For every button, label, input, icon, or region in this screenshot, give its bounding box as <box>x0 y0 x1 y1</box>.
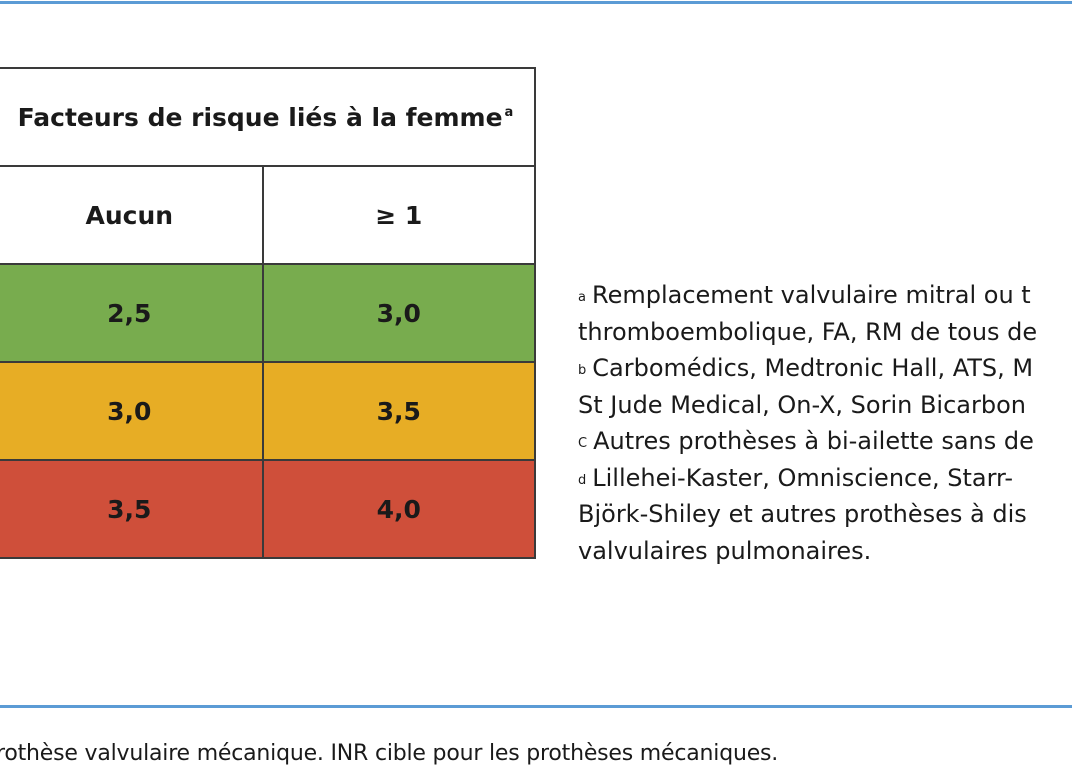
cell-orange-none: 3,0 <box>0 361 264 461</box>
footnote-c-marker: C <box>578 436 588 451</box>
footnote-d-marker: d <box>578 472 587 488</box>
table-row-orange: 3,0 3,5 <box>0 361 537 461</box>
footnote-b-text-1: Carbomédics, Medtronic Hall, ATS, M <box>592 354 1034 382</box>
footnote-d-line-3: valvulaires pulmonaires. <box>578 536 872 565</box>
bottom-rule <box>0 705 1072 708</box>
cell-green-none: 2,5 <box>0 263 264 363</box>
footnote-a-line-2: thromboembolique, FA, RM de tous de <box>578 317 1038 346</box>
footnote-b-marker: b <box>578 363 587 378</box>
cell-red-none: 3,5 <box>0 459 264 559</box>
table-subheader-row: Aucun ≥ 1 <box>0 165 537 265</box>
footnote-a-line-1: a Remplacement valvulaire mitral ou t <box>578 277 1037 314</box>
cell-green-one: 3,0 <box>261 263 537 363</box>
table-row-green: 2,5 3,0 <box>0 263 537 363</box>
footnotes: a Remplacement valvulaire mitral ou t thr… <box>578 277 1037 569</box>
figure-caption: rothèse valvulaire mécanique. INR cible … <box>0 741 779 766</box>
footnote-d-text-1: Lillehei-Kaster, Omniscience, Starr- <box>592 463 1014 492</box>
table-row-red: 3,5 4,0 <box>0 459 537 559</box>
table-header-row: Facteurs de risque liés à la femme a <box>0 67 536 167</box>
table-title: Facteurs de risque liés à la femme <box>17 102 503 132</box>
footnote-b-line-1: b Carbomédics, Medtronic Hall, ATS, M <box>578 350 1037 387</box>
footnote-a-marker: a <box>578 290 586 305</box>
table-header-cell: Facteurs de risque liés à la femme a <box>0 67 536 167</box>
footnote-d-line-1: d Lillehei-Kaster, Omniscience, Starr- <box>578 460 1037 497</box>
cell-orange-one: 3,5 <box>261 361 537 461</box>
footnote-b-line-2: St Jude Medical, On-X, Sorin Bicarbon <box>578 390 1026 419</box>
footnote-a-text-1: Remplacement valvulaire mitral ou t <box>591 281 1031 309</box>
cell-red-one: 4,0 <box>261 459 537 559</box>
subheader-none: Aucun <box>0 165 264 265</box>
top-rule <box>0 1 1072 4</box>
footnote-d-line-2: Björk-Shiley et autres prothèses à dis <box>578 500 1027 528</box>
inr-risk-table: Facteurs de risque liés à la femme a Aucu… <box>0 67 537 559</box>
table-title-sup: a <box>504 104 514 120</box>
footnote-c-text-1: Autres prothèses à bi-ailette sans de <box>593 427 1034 455</box>
footnote-c-line-1: C Autres prothèses à bi-ailette sans de <box>578 423 1037 460</box>
subheader-one-or-more: ≥ 1 <box>261 165 537 265</box>
